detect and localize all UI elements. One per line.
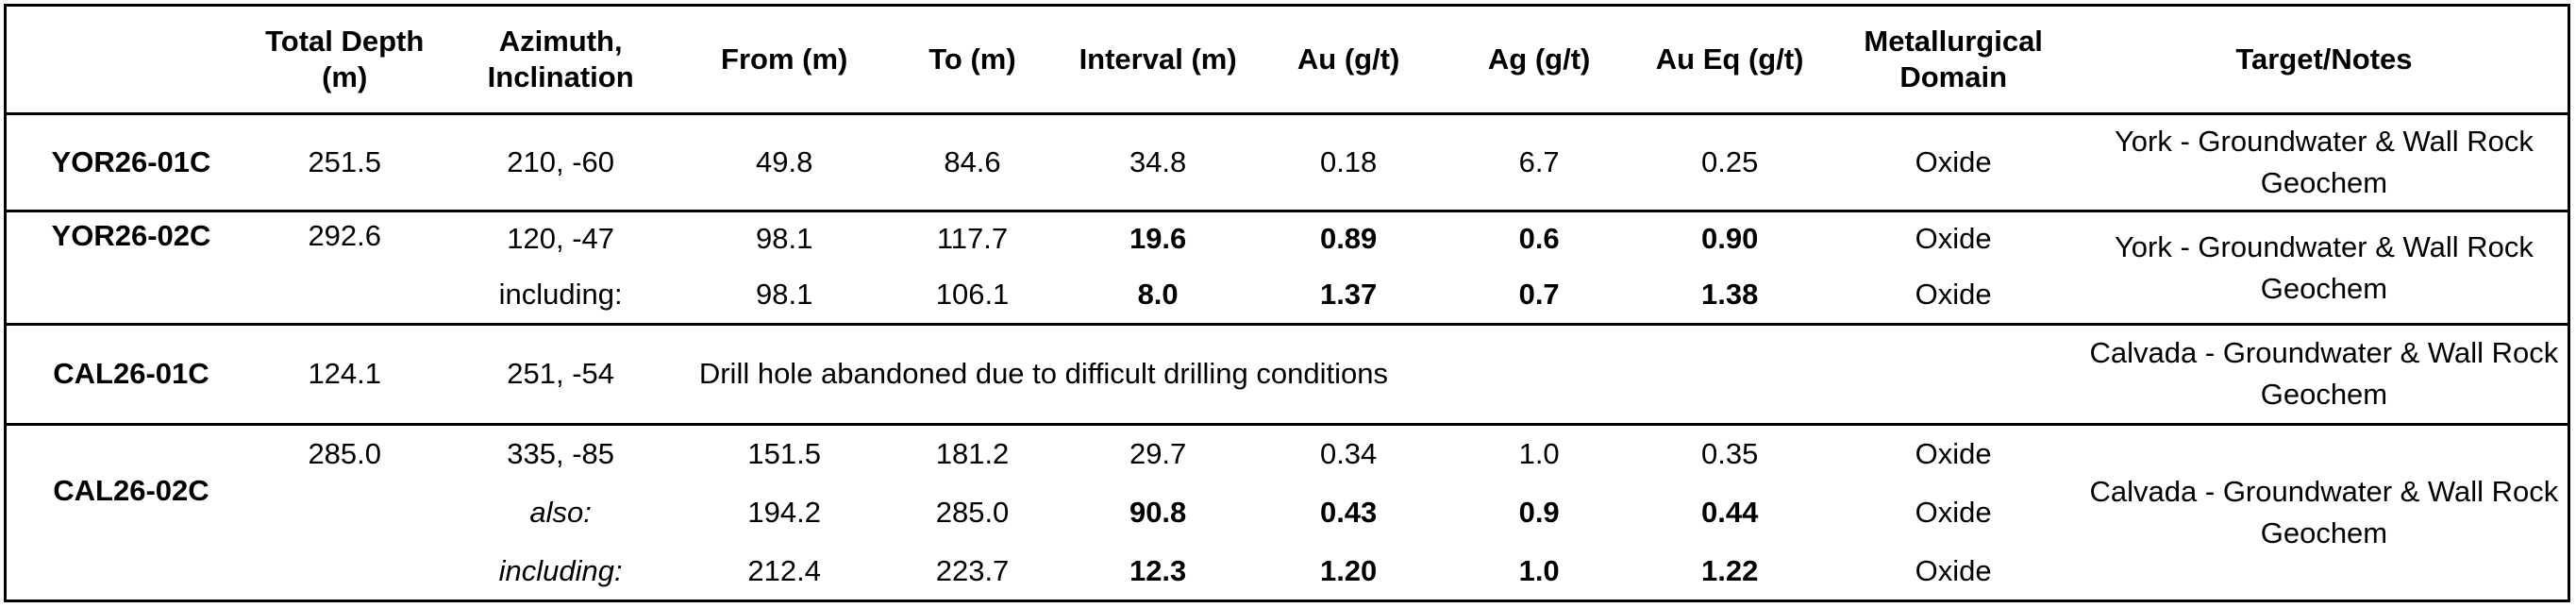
interval: 19.6 [1063,210,1252,266]
total-depth: 292.6 [255,210,434,325]
aueq: 0.35 [1632,422,1827,482]
to: 84.6 [944,145,1001,179]
domain: Oxide [1915,145,1992,179]
aueq: 0.44 [1700,496,1759,530]
azimuth: 251, -54 [433,323,688,425]
aueq: 1.38 [1700,277,1759,311]
domain: Oxide [1826,210,2081,266]
interval: 29.7 [1063,422,1252,482]
interval: 90.8 [1129,496,1187,530]
from: 194.2 [747,496,821,530]
total-depth: 124.1 [255,323,434,425]
table-header: Total Depth (m) Azimuth, Inclination Fro… [7,7,2568,115]
azimuth: 335, -85 [433,422,688,482]
interval: 12.3 [1129,554,1187,588]
total-depth: 285.0 [255,422,434,482]
header-au: Au (g/t) [1251,7,1446,115]
from: 49.8 [756,145,813,179]
au: 0.89 [1251,210,1446,266]
ag: 0.6 [1445,210,1633,266]
to: 285.0 [935,496,1010,530]
interval: 8.0 [1137,277,1179,311]
au: 0.34 [1251,422,1446,482]
drill-results-table: Total Depth (m) Azimuth, Inclination Fro… [7,7,2568,600]
from: 98.1 [687,210,881,266]
azimuth-qualifier: including: [498,277,623,311]
hole-id: CAL26-02C [7,422,256,600]
domain: Oxide [1915,277,1992,311]
header-ag: Ag (g/t) [1445,7,1633,115]
aueq: 1.22 [1700,554,1759,588]
ag: 1.0 [1518,554,1560,588]
to: 223.7 [935,554,1010,588]
azimuth: 120, -47 [433,210,688,266]
header-total-depth: Total Depth (m) [255,7,434,115]
table-row: also: 194.2 285.0 90.8 0.43 0.9 0.44 Oxi… [7,482,2568,543]
notes: York - Groundwater & Wall Rock Geochem [2080,210,2568,325]
au: 1.20 [1319,554,1378,588]
azimuth: 210, -60 [507,145,615,179]
drill-results-table-frame: Total Depth (m) Azimuth, Inclination Fro… [4,4,2570,602]
domain: Oxide [1826,422,2081,482]
table-row: including: 212.4 223.7 12.3 1.20 1.0 1.2… [7,543,2568,600]
notes: Calvada - Groundwater & Wall Rock Geoche… [2080,422,2568,600]
au: 1.37 [1319,277,1378,311]
au: 0.18 [1319,145,1378,179]
azimuth-qualifier: also: [529,496,592,530]
ag: 0.9 [1518,496,1560,530]
aueq: 0.90 [1632,210,1827,266]
to: 117.7 [880,210,1064,266]
to: 181.2 [880,422,1064,482]
table-row: including: 98.1 106.1 8.0 1.37 0.7 1.38 … [7,266,2568,325]
from: 98.1 [756,277,813,311]
au: 0.43 [1319,496,1378,530]
header-azimuth: Azimuth, Inclination [433,7,688,115]
domain: Oxide [1915,496,1992,530]
table-row: CAL26-02C 285.0 335, -85 151.5 181.2 29.… [7,422,2568,600]
header-domain: Metallurgical Domain [1826,7,2081,115]
hole-id: YOR26-01C [51,145,211,179]
total-depth: 251.5 [308,145,382,179]
from: 151.5 [687,422,881,482]
azimuth-qualifier: including: [498,554,623,588]
notes: Calvada - Groundwater & Wall Rock Geoche… [2080,323,2568,425]
interval: 34.8 [1129,145,1187,179]
header-to: To (m) [880,7,1064,115]
total-depth-empty [256,482,434,543]
hole-id: CAL26-01C [7,323,256,425]
header-row: Total Depth (m) Azimuth, Inclination Fro… [7,7,2568,115]
table-row: YOR26-02C 292.6 120, -47 98.1 117.7 19.6… [7,210,2568,325]
total-depth-empty [256,543,434,600]
notes: York - Groundwater & Wall Rock Geochem [2114,125,2534,200]
domain: Oxide [1915,554,1992,588]
aueq: 0.25 [1700,145,1759,179]
header-aueq: Au Eq (g/t) [1632,7,1827,115]
header-from: From (m) [687,7,881,115]
header-notes: Target/Notes [2080,7,2568,115]
ag: 6.7 [1518,145,1560,179]
table-row: CAL26-01C 124.1 251, -54 Drill hole aban… [7,323,2568,425]
ag: 1.0 [1445,422,1633,482]
to: 106.1 [935,277,1010,311]
header-hole [7,7,256,115]
header-interval: Interval (m) [1063,7,1252,115]
abandoned-message: Drill hole abandoned due to difficult dr… [687,323,2081,425]
table-row: YOR26-01C 251.5 210, -60 49.8 84.6 34.8 … [7,114,2568,211]
hole-id: YOR26-02C [7,210,256,325]
ag: 0.7 [1518,277,1560,311]
from: 212.4 [747,554,821,588]
table-body: YOR26-01C 251.5 210, -60 49.8 84.6 34.8 … [7,114,2568,600]
